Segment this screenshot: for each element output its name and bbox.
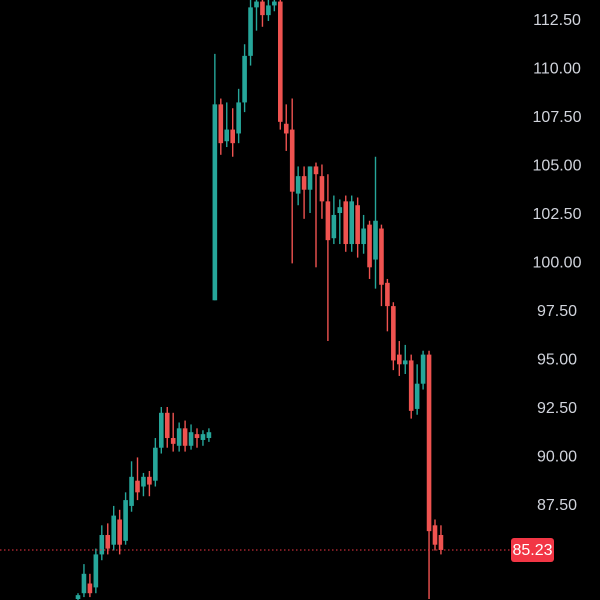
candle-body [248, 7, 253, 56]
candle-body [188, 432, 194, 446]
candle-body [266, 5, 271, 16]
candle-body [355, 205, 360, 245]
candle-body [170, 438, 176, 444]
candle-body [373, 220, 378, 260]
candle-body [397, 354, 402, 365]
candle-body [408, 360, 414, 411]
candle-body [159, 412, 164, 448]
candle-body [420, 354, 426, 384]
candle-body [432, 525, 438, 545]
candle-body [224, 129, 230, 142]
candle-body [135, 480, 140, 493]
candle-body [242, 55, 247, 103]
y-tick-label: 100.00 [533, 255, 582, 272]
candle-body [123, 500, 128, 541]
y-tick-label: 90.00 [537, 449, 577, 466]
candle-body [200, 434, 206, 440]
candle-body [87, 583, 93, 594]
candle-body [272, 1, 277, 6]
candle-body [176, 428, 182, 446]
candle-body [153, 447, 158, 481]
candle-body [426, 354, 432, 532]
candle-body [385, 282, 390, 307]
y-tick-label: 112.50 [533, 12, 581, 29]
candle-body [194, 434, 200, 439]
candle-body [147, 476, 152, 485]
candle-body [218, 104, 224, 144]
candle-body [182, 428, 188, 446]
y-tick-label: 87.50 [537, 497, 577, 514]
candle-body [254, 1, 259, 8]
y-tick-label: 97.50 [537, 303, 577, 320]
candle-body [325, 201, 331, 241]
candle-body [367, 224, 372, 268]
candle-body [81, 573, 87, 594]
candle-body [230, 129, 235, 144]
candle-body [105, 535, 111, 549]
y-tick-label: 92.50 [537, 400, 577, 417]
candle-body [343, 201, 349, 245]
y-tick-label: 107.50 [533, 109, 582, 126]
y-tick-label: 95.00 [537, 352, 577, 369]
candle-body [111, 515, 116, 545]
candle-body [301, 176, 307, 190]
candle-body [319, 176, 325, 202]
candle-body [283, 123, 289, 134]
candle-body [75, 595, 81, 600]
candle-body [278, 1, 283, 122]
candle-body [438, 535, 444, 550]
candle-body [99, 535, 105, 555]
candle-body [93, 554, 99, 588]
last-price-box [511, 537, 554, 562]
candle-body [414, 383, 420, 409]
candle-body [402, 360, 408, 365]
candle-body [206, 432, 212, 439]
candle-body [313, 166, 319, 175]
candle-body [379, 228, 384, 285]
candle-body [129, 476, 134, 506]
candle-body [391, 306, 396, 361]
candle-body [307, 166, 313, 190]
candle-body [164, 412, 170, 439]
candle-body [337, 207, 343, 213]
last-price-label: 85.23 [512, 542, 552, 559]
candle-body [331, 214, 337, 239]
candle-body [141, 476, 146, 487]
candle-body [236, 102, 241, 134]
y-tick-label: 110.00 [533, 61, 581, 78]
candle-body [260, 1, 265, 16]
candle-body [289, 129, 295, 192]
candle-body [117, 519, 122, 545]
candle-body [295, 176, 301, 194]
y-tick-label: 102.50 [533, 206, 582, 223]
candle-body [212, 104, 218, 301]
candle-body [361, 228, 366, 245]
y-tick-label: 105.00 [533, 158, 582, 175]
candle-body [349, 201, 354, 245]
